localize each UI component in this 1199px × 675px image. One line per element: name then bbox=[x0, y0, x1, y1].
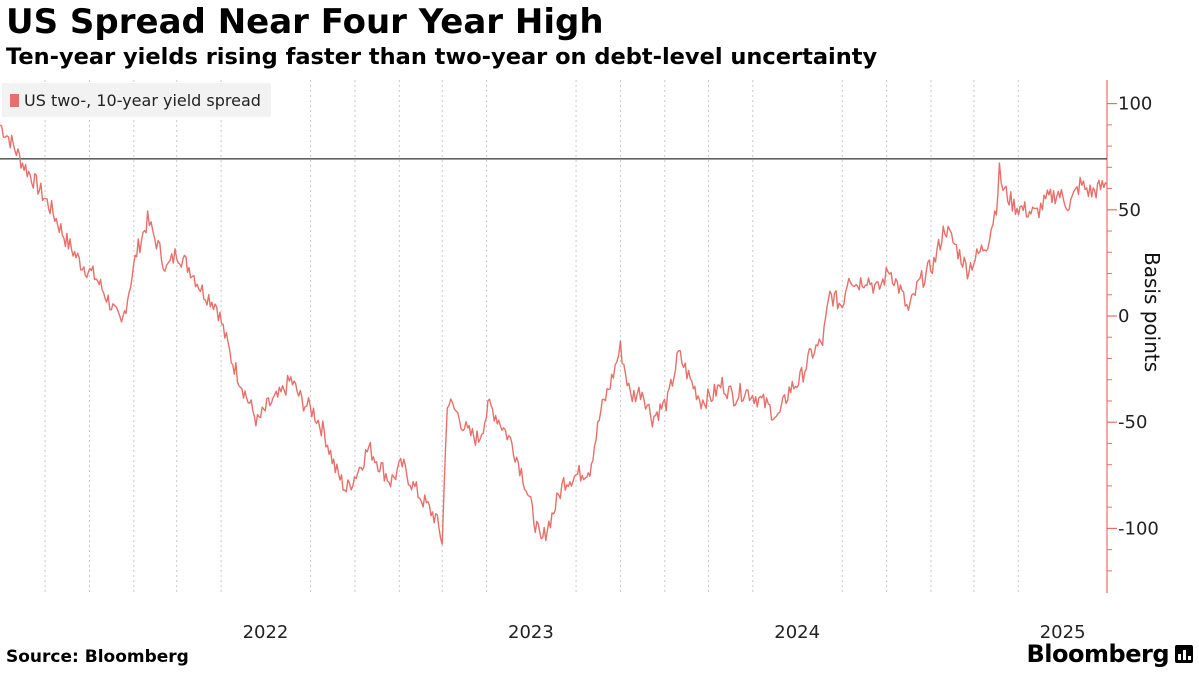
x-tick-label: 2023 bbox=[508, 622, 554, 643]
legend-label: US two-, 10-year yield spread bbox=[24, 90, 261, 110]
chart-subtitle: Ten-year yields rising faster than two-y… bbox=[6, 44, 878, 70]
series-line bbox=[0, 124, 1108, 545]
y-tick-label: -50 bbox=[1118, 412, 1147, 433]
chart-title: US Spread Near Four Year High bbox=[6, 2, 604, 42]
x-tick-label: 2024 bbox=[774, 622, 820, 643]
y-tick-label: -100 bbox=[1118, 518, 1159, 539]
legend-swatch bbox=[10, 93, 19, 107]
brand-logo: Bloomberg bbox=[1027, 640, 1193, 668]
x-tick-label: 2025 bbox=[1040, 622, 1086, 643]
bloomberg-logo-icon bbox=[1175, 645, 1193, 663]
source-note: Source: Bloomberg bbox=[6, 647, 189, 667]
brand-name: Bloomberg bbox=[1026, 640, 1170, 668]
legend: US two-, 10-year yield spread bbox=[2, 83, 271, 117]
y-tick-label: 100 bbox=[1118, 94, 1152, 115]
y-tick-label: 0 bbox=[1118, 306, 1129, 327]
y-axis-label: Basis points bbox=[1140, 252, 1164, 373]
y-tick-label: 50 bbox=[1118, 200, 1141, 221]
x-tick-label: 2022 bbox=[243, 622, 289, 643]
